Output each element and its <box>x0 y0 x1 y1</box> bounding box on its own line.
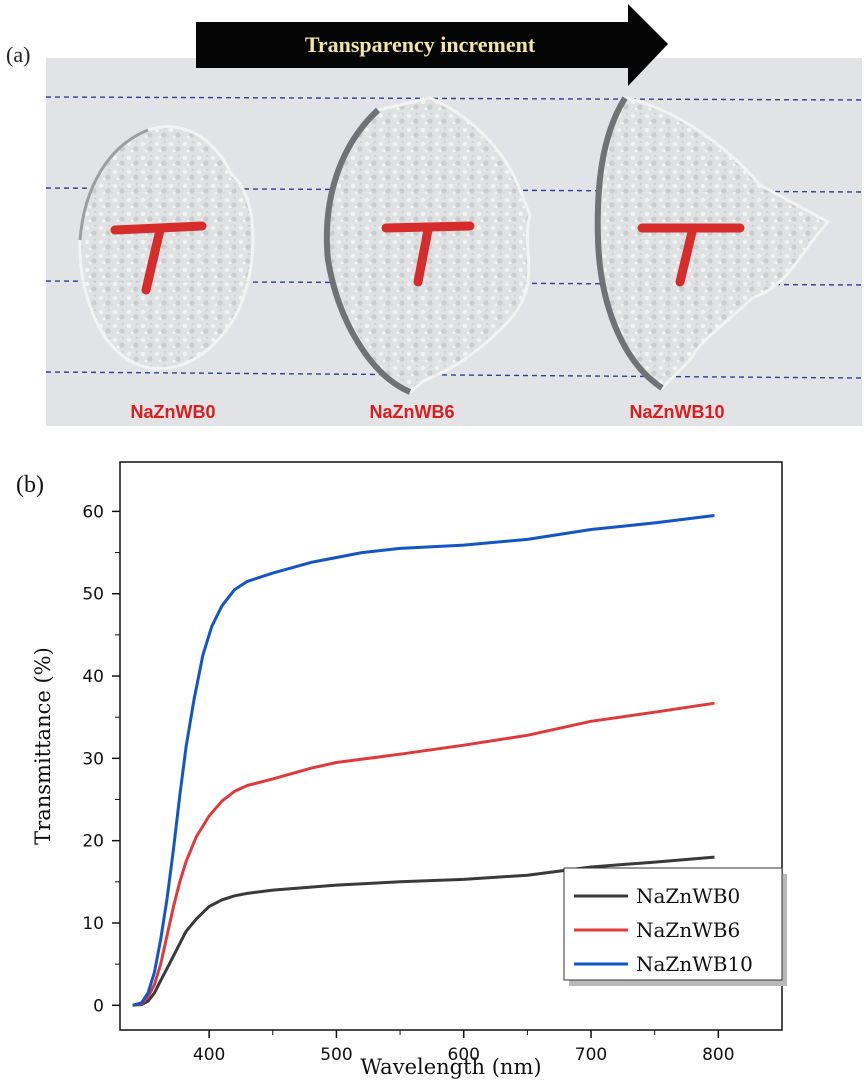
x-axis-label: Wavelength (nm) <box>360 1055 541 1079</box>
y-tick-label: 40 <box>82 667 104 687</box>
x-tick-label: 500 <box>320 1045 352 1065</box>
red-t-mark-1 <box>110 221 207 295</box>
legend-label: NaZnWB6 <box>636 918 740 942</box>
y-tick-label: 20 <box>82 832 104 852</box>
y-tick-label: 30 <box>82 749 104 769</box>
transmittance-chart: (b) 400 500 600 700 800 0 10 20 30 40 50 60 Wavele… <box>16 461 787 1079</box>
plot-frame <box>119 461 783 1031</box>
glass-sample-nazwb0 <box>78 125 255 371</box>
sample-label-3: NaZnWB10 <box>629 402 724 422</box>
glass-sample-nazwb10 <box>594 96 831 391</box>
panel-b-label: (b) <box>16 472 44 498</box>
x-axis: 400 500 600 700 800 <box>193 1030 735 1065</box>
y-axis: 0 10 20 30 40 50 60 <box>82 502 120 1016</box>
x-tick-label: 600 <box>448 1045 480 1065</box>
transparency-banner-text: Transparency increment <box>305 32 536 57</box>
red-t-mark-3 <box>637 223 745 287</box>
x-tick-label: 700 <box>575 1045 607 1065</box>
sample-label-2: NaZnWB6 <box>370 402 455 422</box>
legend-label: NaZnWB10 <box>636 952 753 976</box>
x-tick-label: 800 <box>702 1045 734 1065</box>
legend: NaZnWB0 NaZnWB6 NaZnWB10 <box>563 867 787 986</box>
series-line-naznwb0 <box>132 855 715 1007</box>
x-tick-label: 400 <box>193 1045 225 1065</box>
series-layer <box>132 514 715 1007</box>
y-axis-label: Transmittance (%) <box>31 647 55 845</box>
y-tick-label: 60 <box>82 502 104 522</box>
panel-a-label: (a) <box>6 42 30 67</box>
sample-label-1: NaZnWB0 <box>131 402 216 422</box>
y-tick-label: 50 <box>82 585 104 605</box>
transparency-arrow: Transparency increment <box>196 4 668 86</box>
series-line-naznwb10 <box>132 514 715 1007</box>
glass-sample-nazwb6 <box>323 96 532 395</box>
red-t-mark-2 <box>381 221 475 287</box>
series-line-naznwb6 <box>132 701 715 1007</box>
legend-label: NaZnWB0 <box>636 884 740 908</box>
y-tick-label: 0 <box>93 996 104 1016</box>
photo-panel: (a) Transparency increment <box>6 4 863 426</box>
y-tick-label: 10 <box>82 914 104 934</box>
